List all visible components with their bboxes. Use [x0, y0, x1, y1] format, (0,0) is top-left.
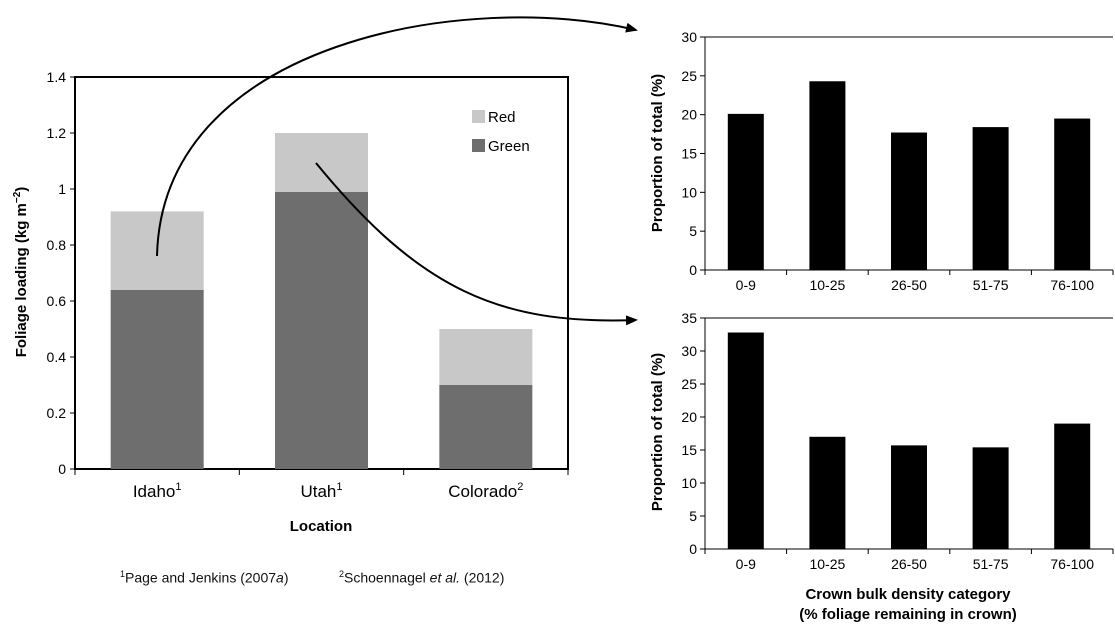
axes: 0-9 10-25 26-50 51-75 76-100 0 5 10 15 20 25 30 — [681, 29, 1114, 293]
legend-label-red: Red — [488, 109, 516, 126]
y-axis-title: Foliage loading (kg m−2) — [12, 187, 30, 358]
bar-26-50 — [891, 445, 927, 549]
x-tick-label: 76-100 — [1050, 277, 1094, 293]
bar-0-9 — [727, 332, 764, 549]
legend-label-green: Green — [488, 138, 530, 155]
y-tick-label: 1.2 — [47, 125, 67, 141]
y-tick-label: 5 — [689, 508, 697, 524]
arrow-utah-to-bottom-chart — [315, 162, 638, 326]
x-tick-label: 10-25 — [809, 277, 845, 293]
y-tick-label: 10 — [681, 184, 697, 200]
footnote-page-jenkins: 1Page and Jenkins (2007a) — [120, 569, 289, 586]
x-tick-label: 51-75 — [973, 277, 1009, 293]
bars — [727, 332, 1091, 549]
bar-green-utah — [275, 191, 368, 470]
y-tick-label: 0.6 — [47, 293, 67, 309]
x-tick-label: Utah1 — [300, 481, 342, 501]
idaho-distribution-chart: 0-9 10-25 26-50 51-75 76-100 0 5 10 15 20 25 30 35 P… — [649, 310, 1114, 623]
x-tick-label: 0-9 — [736, 277, 756, 293]
bar-76-100 — [1054, 118, 1091, 270]
y-tick-label: 15 — [681, 442, 697, 458]
bar-76-100 — [1054, 423, 1091, 549]
bar-51-75 — [972, 447, 1009, 549]
bar-26-50 — [891, 132, 927, 270]
x-axis-title-line1: Crown bulk density category — [805, 586, 1011, 603]
x-tick-label: Colorado2 — [448, 481, 523, 501]
bar-0-9 — [727, 113, 764, 270]
y-tick-label: 20 — [681, 107, 697, 123]
x-tick-label: 76-100 — [1050, 556, 1094, 572]
legend: Red Green — [472, 109, 530, 155]
bars — [727, 81, 1091, 271]
y-tick-label: 30 — [681, 343, 697, 359]
bar-51-75 — [972, 127, 1009, 271]
y-tick-label: 0.8 — [47, 237, 67, 253]
y-tick-label: 0.2 — [47, 405, 67, 421]
foliage-loading-chart: Idaho1 Utah1 Colorado2 0 0.2 0.4 0.6 0.8 1 1.2 1.4… — [12, 69, 569, 535]
x-tick-label: 26-50 — [891, 556, 927, 572]
x-tick-label: 26-50 — [891, 277, 927, 293]
bar-green-colorado — [439, 385, 533, 469]
y-tick-label: 15 — [681, 146, 697, 162]
bars — [110, 133, 533, 470]
y-tick-label: 20 — [681, 409, 697, 425]
y-tick-label: 0.4 — [47, 349, 67, 365]
y-tick-label: 10 — [681, 475, 697, 491]
x-tick-label: 51-75 — [973, 556, 1009, 572]
legend-swatch-green — [472, 139, 485, 152]
y-tick-label: 25 — [681, 376, 697, 392]
y-tick-label: 1.4 — [47, 69, 67, 85]
x-tick-label: 0-9 — [736, 556, 756, 572]
x-tick-label: 10-25 — [809, 556, 845, 572]
y-tick-label: 5 — [689, 223, 697, 239]
axes: 0-9 10-25 26-50 51-75 76-100 0 5 10 15 20 25 30 35 — [681, 310, 1114, 572]
x-axis-title-line2: (% foliage remaining in crown) — [799, 606, 1017, 623]
y-tick-label: 30 — [681, 29, 697, 45]
bar-10-25 — [809, 436, 846, 549]
y-tick-label: 1 — [58, 181, 66, 197]
bar-green-idaho — [110, 289, 204, 469]
axes: Idaho1 Utah1 Colorado2 0 0.2 0.4 0.6 0.8 1 1.2 1.4 — [47, 69, 569, 501]
legend-swatch-red — [472, 110, 485, 123]
y-tick-label: 25 — [681, 68, 697, 84]
bar-10-25 — [809, 81, 846, 271]
y-tick-label: 0 — [689, 262, 697, 278]
y-tick-label: 0 — [689, 541, 697, 557]
footnote-schoennagel: 2Schoennagel et al. (2012) — [339, 569, 505, 586]
x-axis-title: Location — [290, 518, 353, 535]
y-tick-label: 0 — [58, 461, 66, 477]
bar-red-utah — [275, 133, 368, 192]
x-tick-label: Idaho1 — [133, 481, 182, 501]
y-axis-title: Proportion of total (%) — [649, 74, 666, 232]
utah-distribution-chart: 0-9 10-25 26-50 51-75 76-100 0 5 10 15 20 25 30 Pro… — [649, 29, 1114, 293]
bar-red-colorado — [439, 329, 533, 385]
y-axis-title: Proportion of total (%) — [649, 353, 666, 511]
y-tick-label: 35 — [681, 310, 697, 326]
arrow-idaho-to-top-chart — [156, 16, 638, 257]
